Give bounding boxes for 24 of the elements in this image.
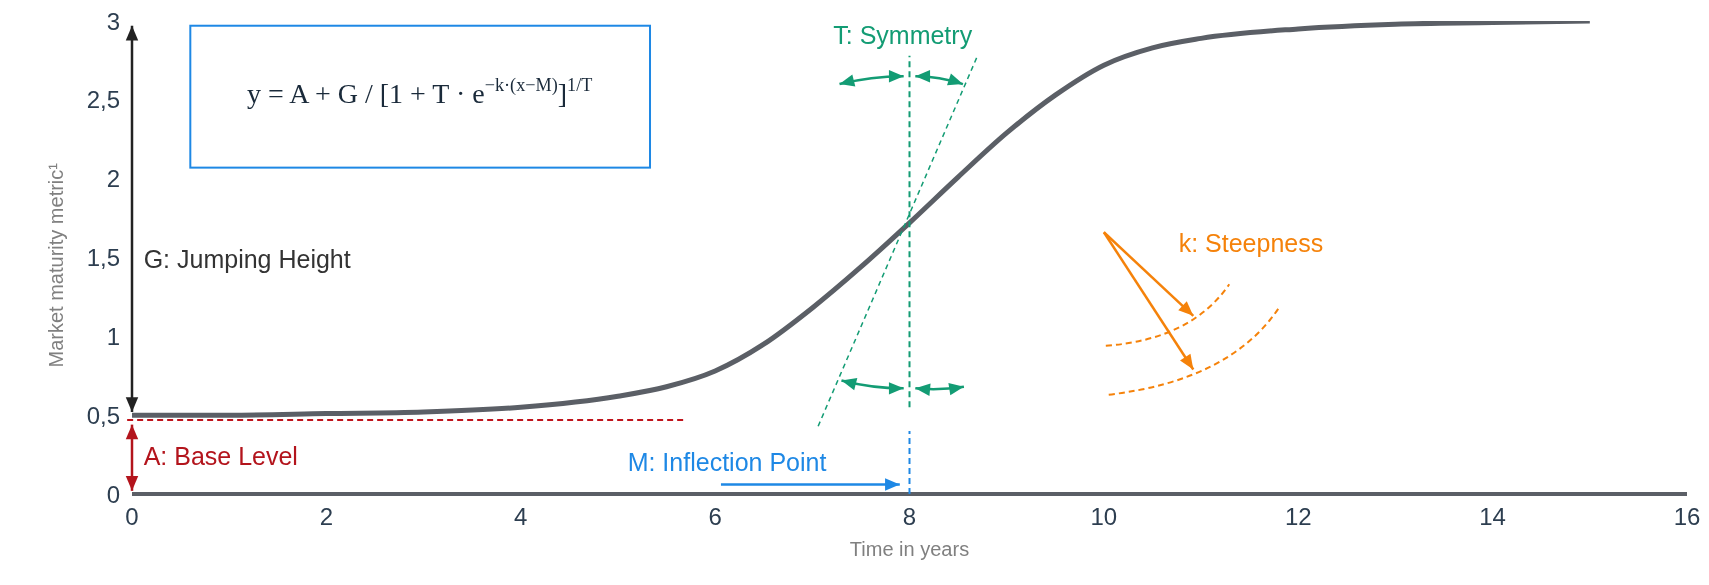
y-tick-label: 2,5 xyxy=(86,86,120,114)
x-tick-label: 10 xyxy=(1090,503,1118,531)
y-tick-label: 3 xyxy=(106,7,120,35)
annotation: T: Symmetry xyxy=(833,20,973,49)
y-tick-label: 0 xyxy=(106,480,120,508)
x-tick-label: 4 xyxy=(514,503,528,531)
x-tick-label: 8 xyxy=(902,503,917,531)
x-tick-label: 14 xyxy=(1479,503,1506,531)
y-tick-label: 0,5 xyxy=(86,401,120,429)
annotation: A: Base Level xyxy=(143,441,298,470)
y-tick-label: 2 xyxy=(106,165,120,193)
annotation: M: Inflection Point xyxy=(627,447,827,476)
y-tick-label: 1,5 xyxy=(86,244,120,272)
x-tick-label: 0 xyxy=(125,503,139,531)
annotation: y = A + G / [1 + T · e$^{−k·(x−M)}$]$^{1/T}$ xyxy=(247,74,593,110)
x-tick-label: 2 xyxy=(319,503,334,531)
x-tick-label: 12 xyxy=(1284,503,1312,531)
x-tick-label: 16 xyxy=(1673,503,1701,531)
x-axis-title: Time in years xyxy=(849,538,970,560)
annotation: k: Steepness xyxy=(1178,228,1324,257)
x-tick-label: 6 xyxy=(708,503,722,531)
y-tick-label: 1 xyxy=(106,322,120,350)
annotation: G: Jumping Height xyxy=(143,244,351,273)
y-axis-title: Market maturity metric¹ xyxy=(45,162,68,368)
